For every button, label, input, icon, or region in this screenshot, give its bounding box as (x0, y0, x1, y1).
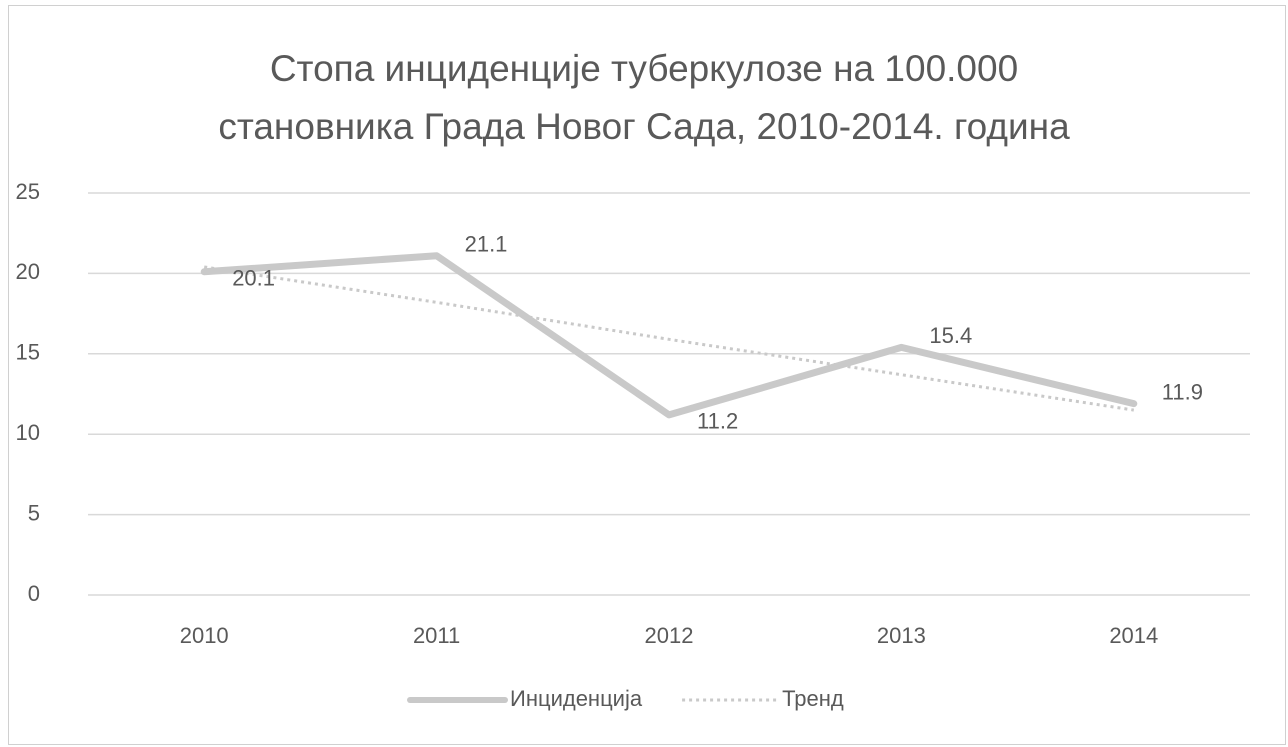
data-label: 21.1 (465, 232, 508, 257)
y-tick-label: 0 (28, 581, 40, 606)
x-tick-label: 2010 (180, 623, 229, 648)
data-label: 11.2 (697, 409, 738, 434)
series-line (200, 252, 1138, 419)
x-tick-label: 2013 (877, 623, 926, 648)
y-tick-label: 15 (16, 340, 40, 365)
y-tick-label: 20 (16, 259, 40, 284)
chart-frame (8, 5, 1286, 745)
x-tick-label: 2014 (1109, 623, 1158, 648)
y-tick-label: 25 (16, 179, 40, 204)
data-label: 15.4 (929, 323, 972, 348)
series-line (203, 265, 1135, 412)
x-tick-label: 2012 (645, 623, 694, 648)
legend-label: Тренд (782, 686, 844, 711)
x-tick-label: 2011 (413, 623, 460, 648)
legend-label: Инциденција (510, 686, 643, 711)
data-label: 20.1 (232, 266, 275, 291)
y-tick-label: 5 (28, 500, 40, 525)
data-label: 11.9 (1162, 379, 1203, 404)
chart-title: Стопа инциденције туберкулозе на 100.000… (218, 48, 1070, 147)
y-tick-label: 10 (16, 420, 40, 445)
